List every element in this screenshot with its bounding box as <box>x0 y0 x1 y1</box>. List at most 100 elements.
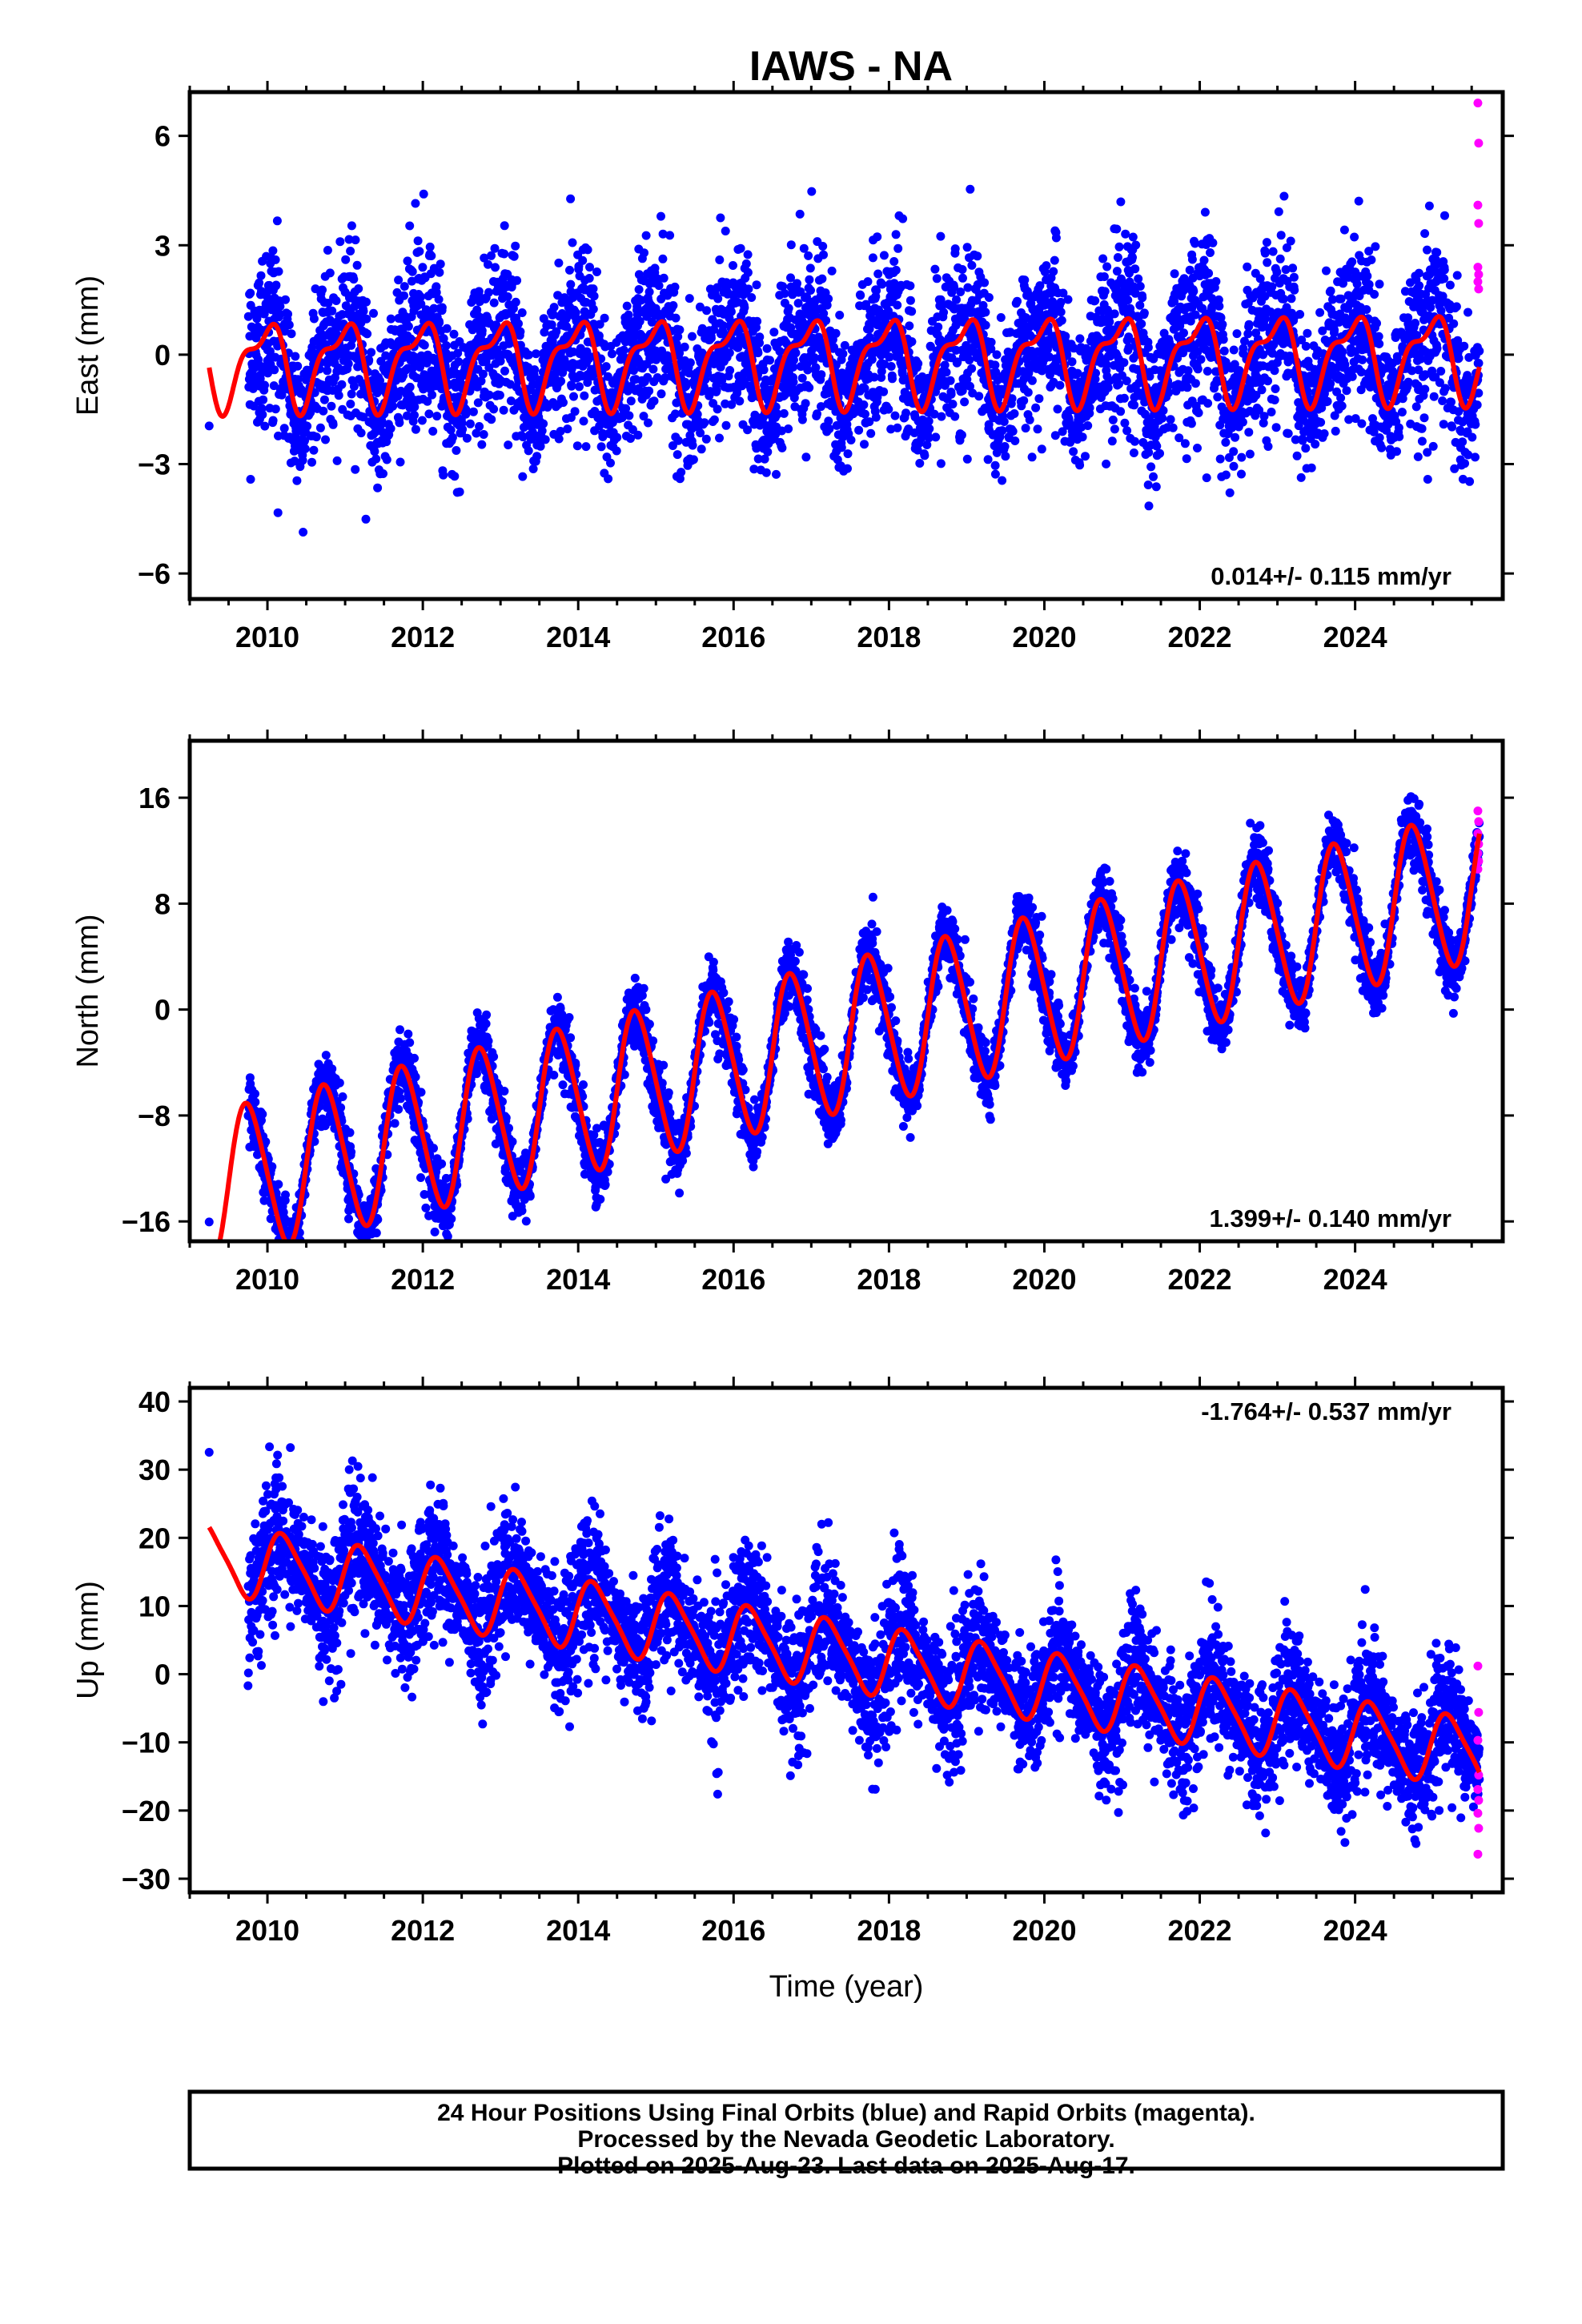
final-orbit-point <box>1182 383 1192 392</box>
final-orbit-point <box>268 416 278 425</box>
final-orbit-point <box>327 306 337 316</box>
final-orbit-point <box>255 374 265 384</box>
final-orbit-point <box>946 376 955 385</box>
final-orbit-point <box>600 313 609 323</box>
final-orbit-point <box>1311 440 1320 449</box>
final-orbit-point <box>259 395 268 404</box>
final-orbit-point <box>1105 317 1114 327</box>
final-orbit-point <box>801 452 811 462</box>
final-orbit-point <box>1411 402 1421 412</box>
final-orbit-point <box>821 316 831 325</box>
final-orbit-point <box>924 416 934 426</box>
final-orbit-point <box>789 362 798 372</box>
final-orbit-point <box>532 452 542 461</box>
final-orbit-point <box>251 332 261 341</box>
final-orbit-point <box>1085 403 1094 412</box>
final-orbit-point <box>1050 255 1059 265</box>
final-orbit-point <box>1318 326 1327 336</box>
final-orbit-point <box>1392 352 1402 361</box>
final-orbit-point <box>1191 379 1200 388</box>
final-orbit-point <box>712 385 721 395</box>
final-orbit-point <box>1174 433 1184 443</box>
final-orbit-point <box>1151 482 1161 492</box>
final-orbit-point <box>1337 401 1347 411</box>
final-orbit-point <box>442 324 452 333</box>
final-orbit-point <box>281 295 290 304</box>
final-orbit-point <box>641 231 651 240</box>
final-orbit-point <box>1116 407 1126 416</box>
final-orbit-point <box>1377 443 1387 452</box>
final-orbit-point <box>349 382 359 391</box>
final-orbit-point <box>504 440 513 450</box>
final-orbit-point <box>437 303 447 312</box>
final-orbit-point <box>1114 242 1124 251</box>
final-orbit-point <box>560 355 569 364</box>
final-orbit-point <box>1078 432 1087 442</box>
final-orbit-point <box>403 411 412 420</box>
final-orbit-point <box>524 350 533 360</box>
final-orbit-point <box>860 440 869 449</box>
final-orbit-point <box>379 469 387 478</box>
final-orbit-point <box>347 389 356 399</box>
final-orbit-point <box>1200 207 1210 217</box>
final-orbit-point <box>476 376 486 386</box>
final-orbit-point <box>1113 253 1122 262</box>
final-orbit-point <box>773 409 782 419</box>
final-orbit-point <box>299 528 308 537</box>
final-orbit-point <box>967 364 977 373</box>
final-orbit-point <box>300 444 310 453</box>
final-orbit-point <box>511 241 520 251</box>
final-orbit-point <box>634 285 644 294</box>
final-orbit-point <box>454 357 464 367</box>
final-orbit-point <box>328 420 338 429</box>
final-orbit-point <box>907 337 917 347</box>
final-orbit-point <box>1126 308 1135 318</box>
final-orbit-point <box>797 373 807 383</box>
final-orbit-point <box>472 428 481 438</box>
final-orbit-point <box>622 301 632 311</box>
final-orbit-point <box>1204 268 1214 278</box>
final-orbit-point <box>1035 281 1045 291</box>
final-orbit-point <box>424 409 434 419</box>
final-orbit-point <box>1103 383 1113 392</box>
final-orbit-point <box>417 416 427 425</box>
final-orbit-point <box>953 357 962 367</box>
final-orbit-point <box>884 404 893 414</box>
final-orbit-point <box>819 309 829 318</box>
final-orbit-point <box>948 400 958 409</box>
final-orbit-point <box>1049 267 1058 276</box>
final-orbit-point <box>1416 354 1425 364</box>
final-orbit-point <box>277 390 287 400</box>
final-orbit-point <box>931 432 941 442</box>
final-orbit-point <box>950 412 960 421</box>
final-orbit-point <box>1045 370 1054 380</box>
final-orbit-point <box>307 457 316 467</box>
final-orbit-point <box>373 483 383 493</box>
final-orbit-point <box>1326 379 1335 388</box>
final-orbit-point <box>1229 345 1239 355</box>
final-orbit-point <box>743 425 753 435</box>
final-orbit-point <box>287 329 296 339</box>
final-orbit-point <box>647 317 656 327</box>
final-orbit-point <box>1239 344 1248 353</box>
final-orbit-point <box>1075 334 1085 344</box>
final-orbit-point <box>1114 380 1123 388</box>
final-orbit-point <box>990 469 1000 479</box>
final-orbit-point <box>675 474 685 484</box>
final-orbit-point <box>1364 279 1374 289</box>
final-orbit-point <box>575 382 584 392</box>
final-orbit-point <box>418 263 428 272</box>
final-orbit-point <box>946 389 956 399</box>
final-orbit-point <box>671 409 680 419</box>
final-orbit-point <box>1439 420 1448 429</box>
final-orbit-point <box>1414 365 1423 375</box>
final-orbit-point <box>1237 469 1246 479</box>
final-orbit-point <box>827 266 837 275</box>
final-orbit-point <box>477 326 487 336</box>
final-orbit-point <box>370 447 379 456</box>
final-orbit-point <box>893 243 903 253</box>
final-orbit-point <box>516 327 525 336</box>
final-orbit-point <box>388 401 398 411</box>
final-orbit-point <box>913 359 923 368</box>
final-orbit-point <box>500 221 509 231</box>
